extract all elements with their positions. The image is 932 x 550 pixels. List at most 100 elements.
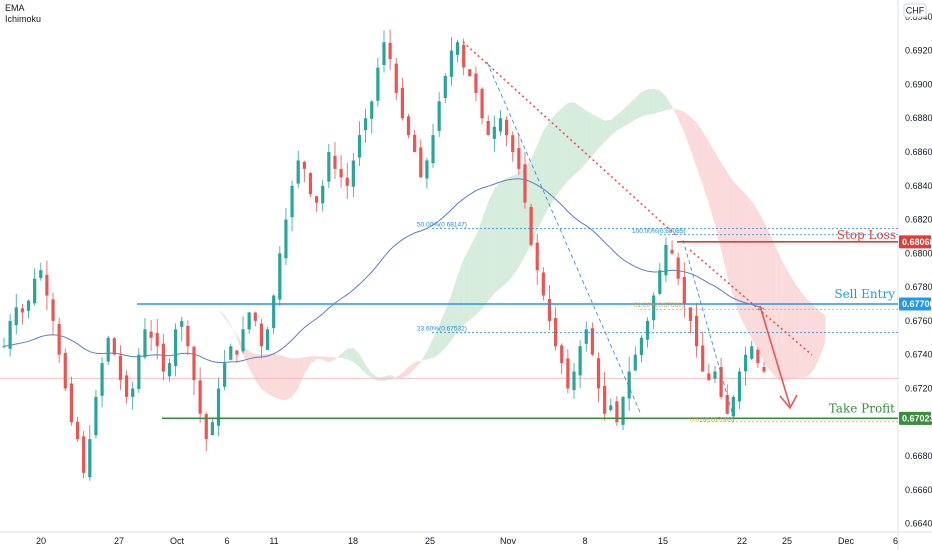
sell-entry-price-tag-text: 0.67700 [902,299,932,309]
ichimoku-cloud-segment [653,88,660,114]
candle-body [370,101,374,119]
time-axis-tick-label: 22 [737,536,747,546]
ichimoku-cloud-segment [678,109,685,133]
ichimoku-cloud-segment [359,353,366,374]
fib-23-label: 23.60%(0.67532) [417,325,467,332]
candle-body [112,338,116,355]
ichimoku-cloud-segment [623,103,630,127]
ichimoku-cloud-segment [341,348,348,360]
candle-body [100,363,104,396]
candle-body [137,354,141,389]
candle-body [223,363,227,387]
candle-body [492,126,496,139]
candle-body [523,164,527,203]
take-profit-price-tag[interactable] [899,411,931,425]
ichimoku-cloud-segment [580,106,587,170]
ichimoku-cloud-segment [813,305,820,371]
ichimoku-cloud-segment [567,102,574,182]
ichimoku-cloud-segment [757,210,764,363]
candle-body [241,329,245,352]
candle-body [118,355,123,380]
candle-body [701,345,705,372]
indicator-ichimoku-label[interactable]: Ichimoku [5,14,42,24]
candle-body [149,331,153,338]
candle-body [351,160,355,187]
ichimoku-cloud-segment [806,299,814,377]
time-axis-tick-label: Oct [170,536,185,546]
candle-body [449,50,454,77]
ichimoku-cloud-segment [604,119,611,142]
sell-entry-annotation: Sell Entry [834,287,895,301]
ichimoku-cloud-segment [187,311,194,318]
candle-body [272,295,276,329]
stop-loss-price-tag[interactable] [899,235,931,249]
ichimoku-cloud-segment [304,356,311,375]
time-axis-tick-label: 15 [658,536,668,546]
candle-body [670,249,674,254]
candle-body [639,337,644,356]
ichimoku-cloud-segment [230,325,237,339]
candle-body [664,244,668,276]
candle-body [51,299,55,321]
ema-line [3,178,765,363]
candle-body [615,401,619,423]
candle-body [694,315,699,347]
ichimoku-cloud-segment [426,338,434,360]
ichimoku-cloud-segment [794,282,801,379]
time-axis-tick-label: Dec [838,536,855,546]
candle-body [658,270,662,294]
ichimoku-cloud-segment [751,201,758,351]
ichimoku-cloud-segment [665,96,673,111]
stop-loss-annotation: Stop Loss [837,228,896,242]
ichimoku-cloud-segment [396,372,403,379]
candle-body [388,42,392,60]
candle-body [131,388,135,397]
time-axis-tick-label: 18 [348,536,358,546]
ichimoku-cloud-segment [218,310,225,318]
candle-body [161,343,165,372]
downtrend-line[interactable] [462,41,679,238]
candle-body [210,422,214,436]
candle-body [707,373,711,380]
candle-body [688,307,693,321]
ichimoku-cloud-segment [788,272,795,380]
candle-body [462,44,466,68]
downtrend-extension[interactable] [689,249,813,356]
ichimoku-cloud-segment [586,110,593,163]
candle-body [596,358,601,389]
candle-body [327,152,331,182]
candle-body [45,274,49,296]
candle-body [265,329,270,350]
candle-body [645,320,650,340]
candle-body [621,396,625,425]
candle-body [278,253,282,300]
projection-arrow-line [759,305,791,407]
ichimoku-cloud-segment [659,90,666,112]
ichimoku-cloud-segment [408,362,415,375]
stop-loss-price-tag-text: 0.68068 [902,237,932,247]
candle-body [419,147,423,178]
candle-body [284,219,288,259]
ichimoku-cloud-segment [721,162,728,276]
sell-entry-price-tag[interactable] [899,297,931,311]
indicator-ema-label[interactable]: EMA [5,3,25,13]
time-axis-tick-label: Nov [500,536,517,546]
currency-button[interactable] [903,3,927,18]
ichimoku-cloud-segment [500,178,507,289]
ichimoku-cloud-segment [592,114,599,156]
candle-body [535,242,539,271]
candle-body [14,307,18,326]
candle-body [455,42,460,55]
ichimoku-cloud-segment [696,122,703,185]
ichimoku-cloud-segment [512,173,519,277]
candle-body [124,375,129,397]
candle-body [590,328,594,355]
ichimoku-cloud-segment [402,366,409,379]
candle-body [198,380,202,414]
ichimoku-cloud-segment [776,248,783,382]
candle-body [584,329,588,344]
